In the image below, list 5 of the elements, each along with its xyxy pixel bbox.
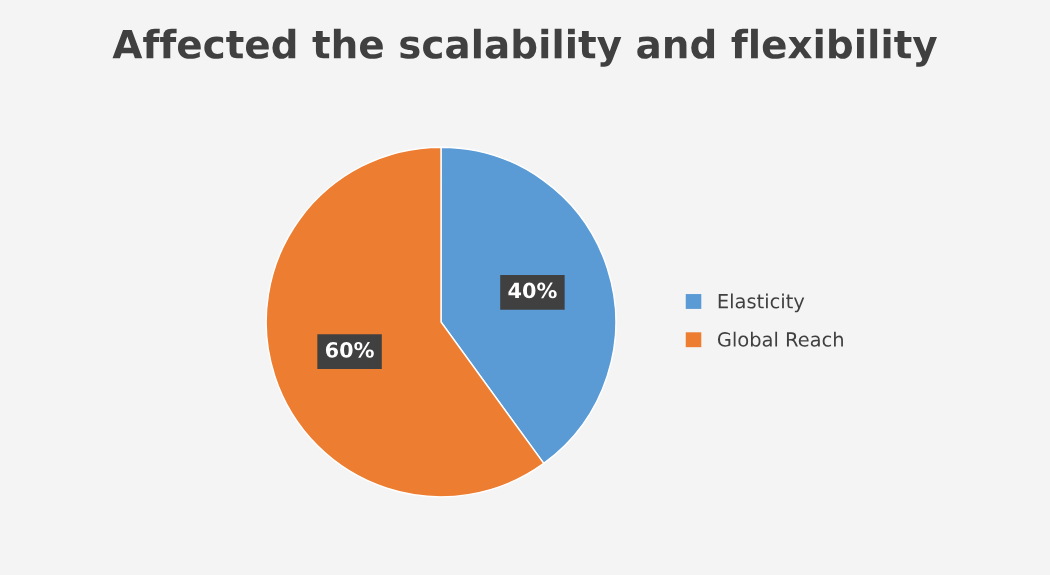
- data-label: 60%: [325, 342, 374, 358]
- legend-label: Elasticity: [718, 293, 805, 313]
- data-label: 40%: [508, 282, 557, 299]
- chart-title: Affected the scalability and flexibility: [112, 28, 937, 67]
- legend-label: Global Reach: [717, 331, 843, 347]
